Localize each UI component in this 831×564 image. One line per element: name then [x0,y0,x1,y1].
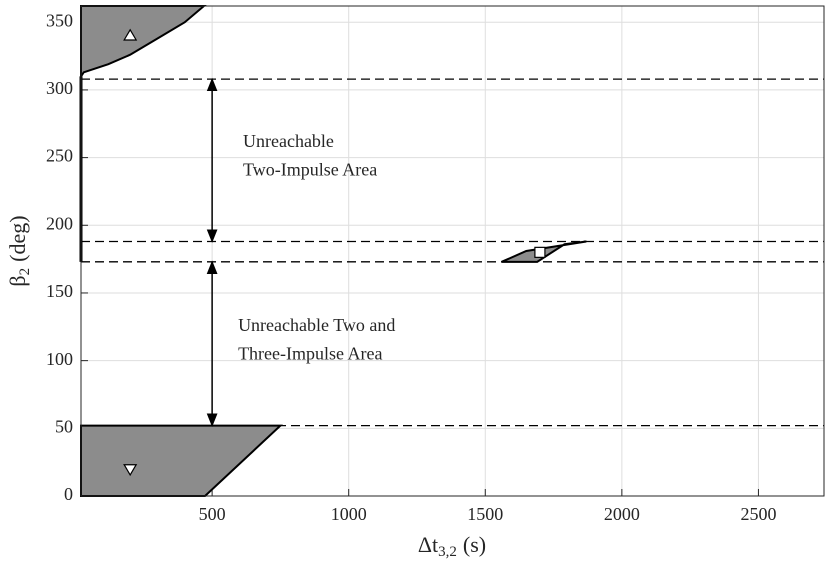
y-label-sub: 2 [17,268,33,276]
annotation: Unreachable Two and [238,315,395,335]
marker [534,246,546,258]
y-tick-label: 350 [46,10,73,30]
annotation: Two-Impulse Area [243,159,377,179]
y-tick-label: 250 [46,146,73,166]
x-tick-label: 500 [199,504,226,524]
plot-area: 500 1000 1500 2000 2500 0 50 100 150 200 250 300 350… [46,5,825,524]
y-label-unit: (deg) [5,215,30,261]
x-axis-label: Δt3,2 (s) [418,532,486,560]
x-tick-label: 1000 [331,504,367,524]
y-tick-label: 200 [46,213,73,233]
y-tick-label: 300 [46,78,73,98]
x-tick-label: 1500 [467,504,503,524]
x-label-unit: (s) [463,532,486,557]
y-label-main: β [5,275,30,286]
marker [123,28,138,41]
x-label-main: Δt [418,532,438,557]
plot-background [81,6,824,496]
y-axis-label: β2 (deg) [5,215,33,286]
annotation: Unreachable [243,131,334,151]
x-tick-label: 2500 [740,504,776,524]
x-label-sub: 3,2 [438,544,457,560]
annotation: Three-Impulse Area [238,343,382,363]
plot-frame [80,5,825,497]
x-tick-label: 2000 [604,504,640,524]
y-tick-label: 50 [55,416,73,436]
y-tick-label: 150 [46,281,73,301]
marker [123,464,138,477]
y-tick-label: 0 [64,484,73,504]
y-tick-label: 100 [46,349,73,369]
